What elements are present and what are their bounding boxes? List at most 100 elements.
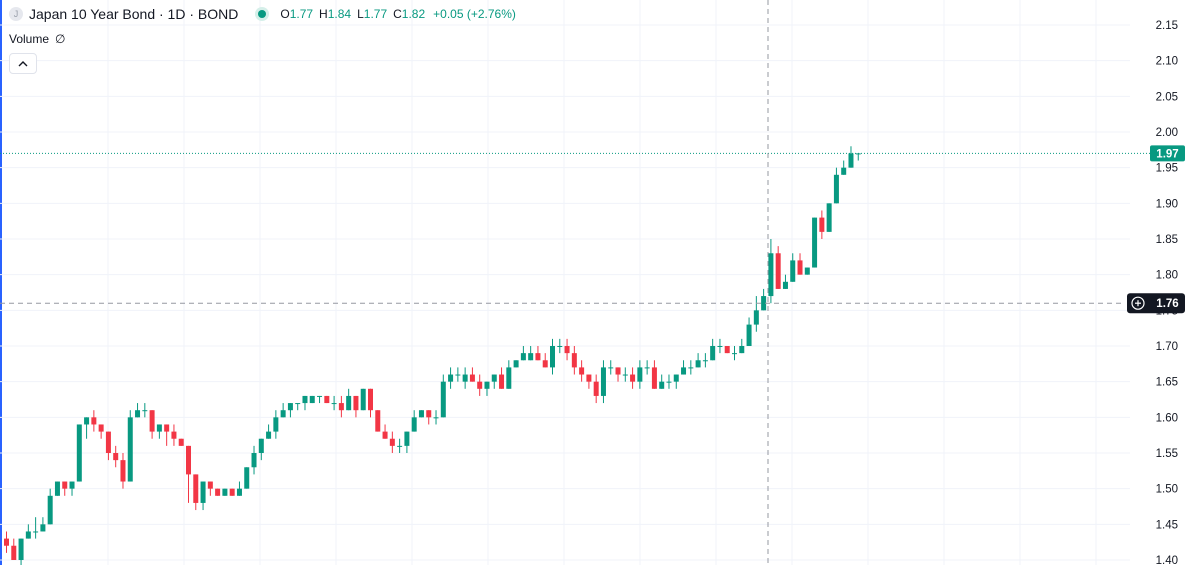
- candle-body: [324, 395, 330, 404]
- candle-body: [309, 395, 315, 404]
- y-tick-label: 1.45: [1156, 519, 1178, 531]
- collapse-legend-button[interactable]: [9, 53, 37, 74]
- symbol-title[interactable]: Japan 10 Year Bond · 1D · BOND: [29, 6, 239, 22]
- candle-body: [222, 488, 228, 496]
- candle-body: [360, 388, 366, 411]
- candle-body: [804, 267, 810, 275]
- candle-body: [790, 260, 796, 282]
- candle-body: [841, 167, 847, 175]
- candle-body: [826, 203, 832, 232]
- chevron-up-icon: [18, 61, 28, 67]
- crosshair-price-label: 1.76: [1156, 298, 1178, 310]
- candle-body: [135, 410, 141, 418]
- candle-body: [397, 445, 403, 447]
- market-status-icon[interactable]: [258, 10, 267, 18]
- candle-body: [586, 374, 592, 382]
- candle-body: [564, 346, 570, 354]
- candle-body: [404, 431, 410, 446]
- candle-body: [338, 403, 344, 411]
- candle-body: [317, 395, 323, 397]
- candle-body: [702, 360, 708, 362]
- candles: [4, 146, 861, 565]
- candle-body: [673, 374, 679, 382]
- candle-body: [215, 488, 221, 496]
- y-tick-label: 1.80: [1156, 270, 1178, 282]
- candle-body: [25, 531, 31, 539]
- y-tick-label: 2.15: [1156, 20, 1178, 32]
- candle-body: [622, 374, 628, 376]
- candle-body: [484, 381, 490, 389]
- candle-body: [251, 453, 257, 468]
- candle-body: [644, 367, 650, 369]
- volume-value: ∅: [55, 32, 66, 46]
- candle-body: [40, 524, 46, 532]
- candle-body: [280, 410, 286, 418]
- y-tick-label: 1.95: [1156, 163, 1178, 175]
- candle-body: [571, 353, 577, 368]
- candle-body: [797, 260, 803, 275]
- y-tick-label: 2.00: [1156, 127, 1178, 139]
- candle-body: [637, 367, 643, 382]
- last-price-label: 1.97: [1156, 148, 1178, 160]
- candle-body: [193, 474, 199, 503]
- candle-body: [455, 374, 461, 376]
- candle-body: [688, 367, 694, 369]
- candle-body: [258, 438, 264, 453]
- candle-body: [98, 424, 104, 432]
- candle-body: [579, 367, 585, 375]
- symbol-logo-icon[interactable]: J: [9, 7, 23, 21]
- candle-body: [833, 174, 839, 204]
- candle-body: [630, 374, 636, 382]
- volume-legend[interactable]: Volume ∅: [9, 32, 65, 46]
- y-tick-label: 2.10: [1156, 56, 1178, 68]
- y-tick-label: 2.05: [1156, 91, 1178, 103]
- candle-body: [113, 453, 119, 461]
- candle-body: [513, 360, 519, 368]
- candle-body: [4, 538, 9, 546]
- candle-body: [331, 403, 337, 405]
- y-tick-label: 1.50: [1156, 484, 1178, 496]
- candle-body: [418, 410, 424, 418]
- candle-body: [499, 374, 505, 389]
- candle-body: [178, 438, 184, 446]
- y-tick-label: 1.65: [1156, 377, 1178, 389]
- candle-body: [433, 417, 439, 419]
- candle-body: [105, 431, 111, 453]
- candle-body: [659, 381, 665, 389]
- candle-body: [11, 545, 17, 560]
- open-value: 1.77: [289, 7, 314, 21]
- candle-body: [244, 467, 250, 489]
- y-tick-label: 1.85: [1156, 234, 1178, 246]
- candle-body: [448, 374, 454, 382]
- candle-body: [615, 367, 621, 375]
- candle-body: [149, 410, 155, 432]
- candle-body: [819, 217, 825, 232]
- high-value: 1.84: [327, 7, 352, 21]
- candle-body: [62, 481, 68, 489]
- price-axis[interactable]: 2.152.102.052.001.951.901.851.801.751.70…: [1127, 20, 1185, 565]
- candle-body: [775, 253, 781, 289]
- candle-body: [47, 495, 53, 525]
- candle-body: [666, 381, 672, 383]
- candle-body: [782, 281, 788, 289]
- candle-body: [491, 374, 497, 382]
- candle-body: [520, 353, 526, 361]
- candle-body: [389, 438, 395, 446]
- candle-body: [469, 374, 475, 382]
- candle-body: [54, 481, 60, 496]
- low-value: 1.77: [363, 7, 388, 21]
- candle-body: [724, 346, 730, 354]
- candle-body: [462, 374, 468, 382]
- candle-body: [557, 346, 563, 347]
- candle-body: [681, 367, 687, 375]
- y-tick-label: 1.90: [1156, 198, 1178, 210]
- candle-body: [411, 417, 417, 432]
- candle-body: [200, 481, 206, 503]
- candle-body: [120, 460, 126, 482]
- candle-body: [76, 424, 82, 482]
- candle-body: [207, 481, 213, 489]
- high-label: H: [319, 7, 328, 21]
- candle-body: [33, 531, 39, 533]
